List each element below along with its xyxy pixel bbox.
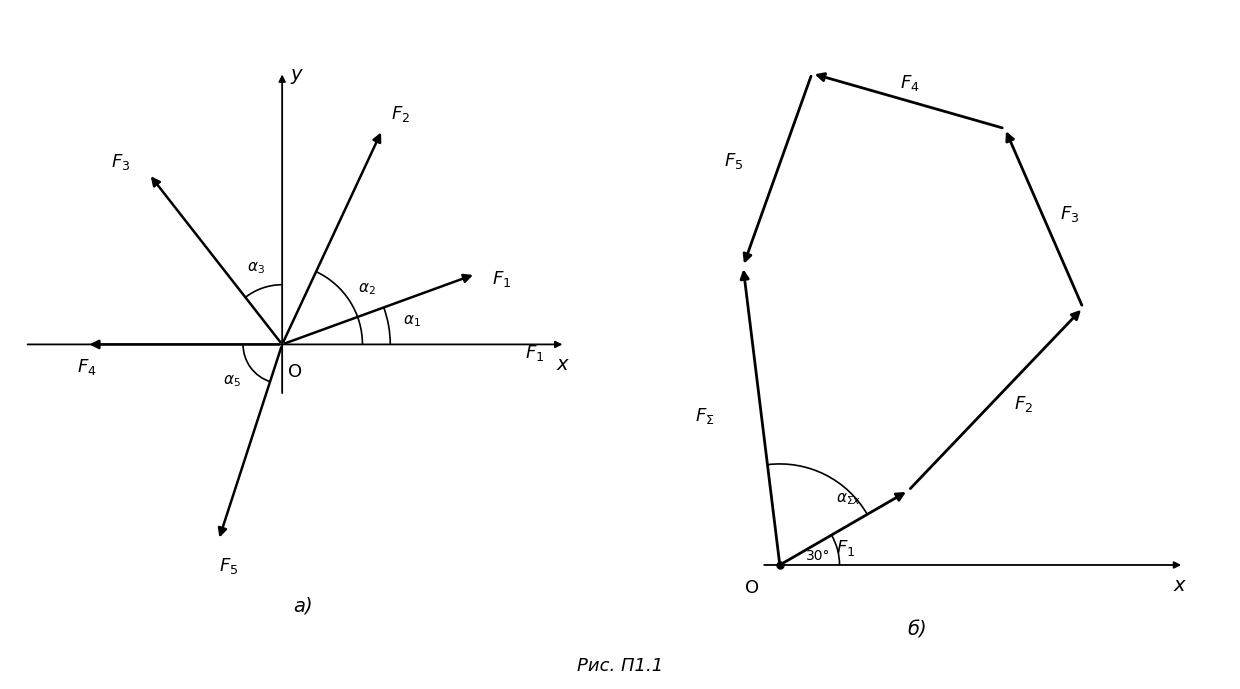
Text: $\mathit{F}_1$: $\mathit{F}_1$ bbox=[492, 269, 511, 289]
Text: $\mathit{F}_3$: $\mathit{F}_3$ bbox=[1060, 203, 1079, 224]
Text: а): а) bbox=[293, 597, 312, 616]
Text: $\mathit{F}_3$: $\mathit{F}_3$ bbox=[110, 152, 130, 172]
Text: б): б) bbox=[908, 620, 928, 639]
Text: y: y bbox=[290, 65, 301, 84]
Text: $\alpha_5$: $\alpha_5$ bbox=[223, 373, 241, 389]
Text: $\alpha_3$: $\alpha_3$ bbox=[247, 260, 265, 276]
Text: x: x bbox=[1174, 576, 1185, 595]
Text: O: O bbox=[745, 579, 760, 597]
Text: $\mathit{F}_4$: $\mathit{F}_4$ bbox=[900, 72, 920, 93]
Text: O: O bbox=[289, 363, 303, 381]
Text: $\mathit{F}_2$: $\mathit{F}_2$ bbox=[1013, 393, 1033, 414]
Text: $\mathit{F}_5$: $\mathit{F}_5$ bbox=[219, 556, 238, 576]
Text: 30°: 30° bbox=[806, 549, 831, 563]
Text: $\mathit{F}_1$: $\mathit{F}_1$ bbox=[525, 342, 544, 362]
Text: $\mathit{F}_4$: $\mathit{F}_4$ bbox=[77, 357, 97, 377]
Text: $\mathit{F}_1$: $\mathit{F}_1$ bbox=[836, 538, 856, 558]
Text: $\mathit{F}_5$: $\mathit{F}_5$ bbox=[724, 151, 743, 171]
Text: Рис. П1.1: Рис. П1.1 bbox=[577, 657, 663, 675]
Text: $\alpha_2$: $\alpha_2$ bbox=[358, 282, 376, 298]
Text: $\alpha_1$: $\alpha_1$ bbox=[403, 313, 420, 329]
Text: $\alpha_{\Sigma x}$: $\alpha_{\Sigma x}$ bbox=[836, 491, 862, 506]
Text: $\mathit{F}_2$: $\mathit{F}_2$ bbox=[391, 105, 410, 125]
Text: x: x bbox=[557, 355, 568, 373]
Text: $\mathit{F}_{\Sigma}$: $\mathit{F}_{\Sigma}$ bbox=[694, 406, 714, 426]
